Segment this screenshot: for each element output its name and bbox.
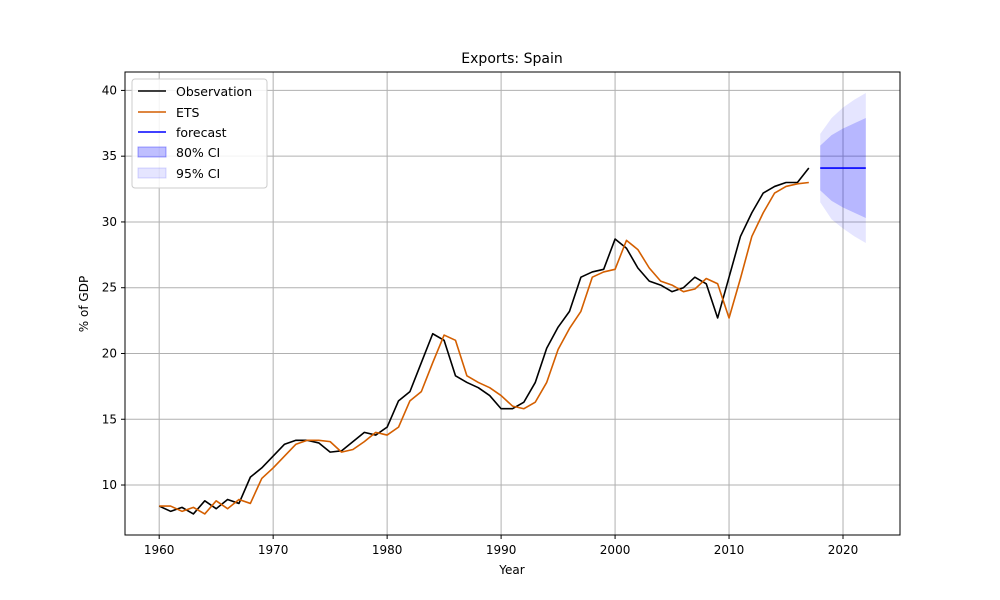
x-tick-label: 1960 (144, 543, 175, 557)
y-tick-label: 40 (102, 83, 117, 97)
plot-frame (124, 71, 901, 536)
y-tick-label: 30 (102, 215, 117, 229)
y-axis-label: % of GDP (77, 276, 91, 332)
x-tick-label: 2000 (600, 543, 631, 557)
x-tick-label: 2010 (714, 543, 745, 557)
y-tick-label: 10 (102, 478, 117, 492)
legend: Observation ETS forecast 80% CI 95% CI (131, 78, 268, 189)
y-tick-label: 25 (102, 281, 117, 295)
x-tick-label: 1980 (372, 543, 403, 557)
y-tick-label: 20 (102, 346, 117, 360)
legend-box (131, 78, 268, 189)
x-tick-label: 1990 (486, 543, 517, 557)
series-lines (158, 167, 866, 515)
chart-title: Exports: Spain (461, 51, 562, 67)
y-tick-label: 15 (102, 412, 117, 426)
x-tick-label: 2020 (828, 543, 859, 557)
legend-label-ets: ETS (176, 105, 200, 120)
legend-swatch-ci95 (137, 167, 167, 179)
y-tick-label: 35 (102, 149, 117, 163)
grid (125, 72, 900, 535)
legend-label-ci80: 80% CI (176, 145, 220, 160)
observation-line (158, 167, 810, 515)
legend-label-observation: Observation (176, 84, 252, 99)
ets-line (159, 181, 809, 515)
x-tick-label: 1970 (258, 543, 289, 557)
legend-label-ci95: 95% CI (176, 166, 220, 181)
legend-label-forecast: forecast (176, 125, 227, 140)
x-axis-label: Year (498, 563, 524, 577)
axis-ticks: 1960 1970 1980 1990 2000 2010 2020 10 15 20 25 30 35… (102, 83, 859, 557)
legend-swatch-ci80 (137, 146, 167, 158)
